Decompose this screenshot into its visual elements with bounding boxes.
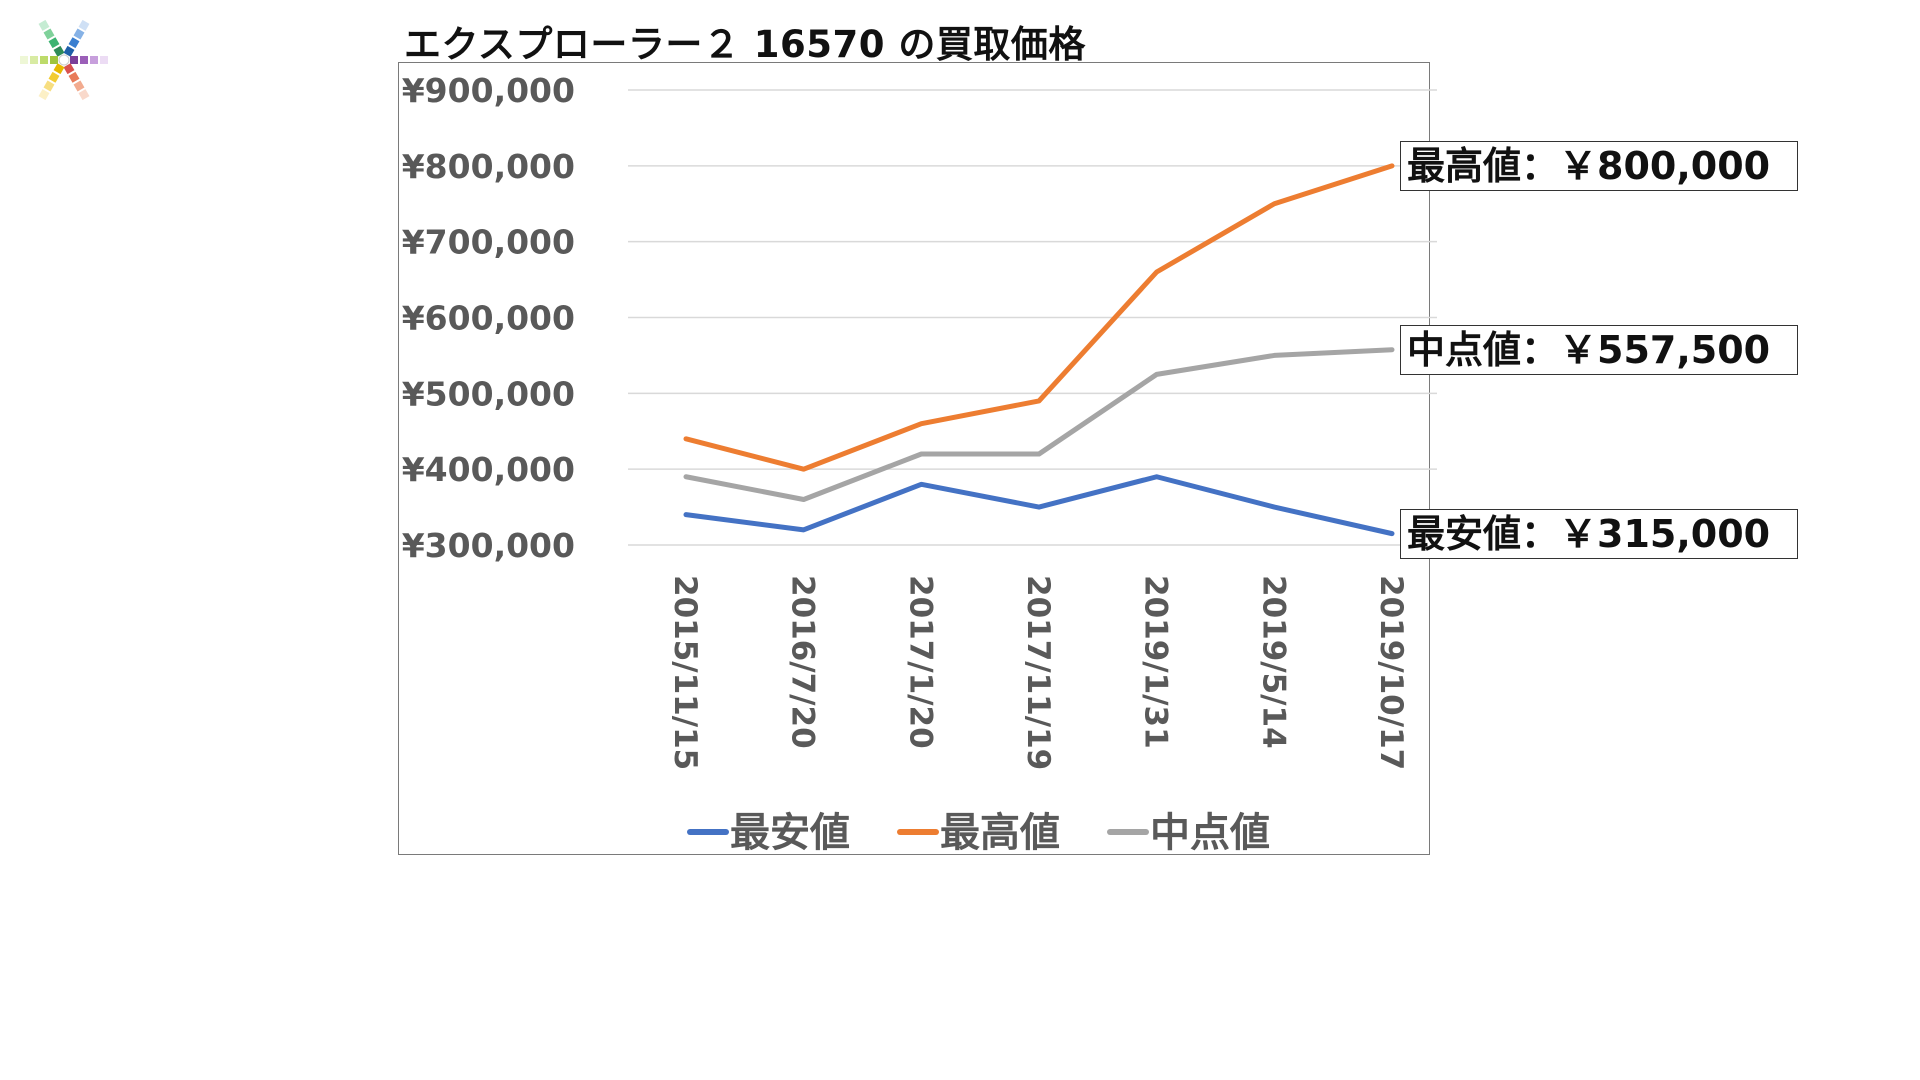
legend-label: 最高値 (940, 810, 1060, 856)
color-burst-logo-icon (20, 19, 108, 101)
y-tick-label: ¥800,000 (402, 147, 575, 186)
logo-tile (68, 37, 80, 49)
x-tick-label: 2019/10/17 (1373, 575, 1409, 770)
legend-label: 中点値 (1150, 810, 1270, 856)
logo-tile (100, 56, 108, 64)
logo-tile (68, 71, 80, 83)
y-tick-label: ¥400,000 (402, 450, 575, 489)
logo-tile (70, 56, 78, 64)
logo-tile (38, 89, 50, 101)
logo-tile (63, 63, 75, 75)
logo-tile (43, 28, 55, 40)
logo-tile (73, 80, 85, 92)
logo-tile (90, 56, 98, 64)
chart-title: エクスプローラー２ 16570 の買取価格 (404, 23, 1086, 66)
x-tick-label: 2019/1/31 (1138, 575, 1174, 749)
legend-label: 最安値 (730, 810, 850, 856)
logo-tile (48, 37, 60, 49)
callout-mid: 中点値：￥557,500 (1400, 324, 1798, 375)
callout-min: 最安値：￥315,000 (1400, 508, 1798, 559)
logo-center (58, 54, 70, 66)
y-tick-label: ¥300,000 (402, 526, 575, 565)
logo-tile (73, 28, 85, 40)
logo-tile (20, 56, 28, 64)
y-tick-label: ¥900,000 (402, 71, 575, 110)
logo-tile (78, 19, 90, 31)
y-tick-label: ¥600,000 (402, 299, 575, 338)
series-line (683, 163, 1395, 472)
series-line (683, 474, 1395, 537)
logo-tile (43, 80, 55, 92)
logo-tile (63, 45, 75, 57)
x-tick-label: 2019/5/14 (1255, 575, 1291, 749)
x-tick-label: 2017/11/19 (1020, 575, 1056, 770)
logo-tile (50, 56, 58, 64)
x-tick-label: 2017/1/20 (902, 575, 938, 749)
chart-frame (398, 62, 1430, 855)
logo-tile (30, 56, 38, 64)
callout-max: 最高値：￥800,000 (1400, 140, 1798, 191)
logo-tile (40, 56, 48, 64)
logo-tile (78, 89, 90, 101)
logo-tile (38, 19, 50, 31)
logo-tile (80, 56, 88, 64)
x-tick-label: 2015/11/15 (667, 575, 703, 770)
y-tick-label: ¥500,000 (402, 374, 575, 413)
y-tick-label: ¥700,000 (402, 223, 575, 262)
logo-tile (48, 71, 60, 83)
logo-tile (53, 45, 65, 57)
series-line (683, 347, 1395, 502)
logo-tile (53, 63, 65, 75)
x-tick-label: 2016/7/20 (785, 575, 821, 749)
